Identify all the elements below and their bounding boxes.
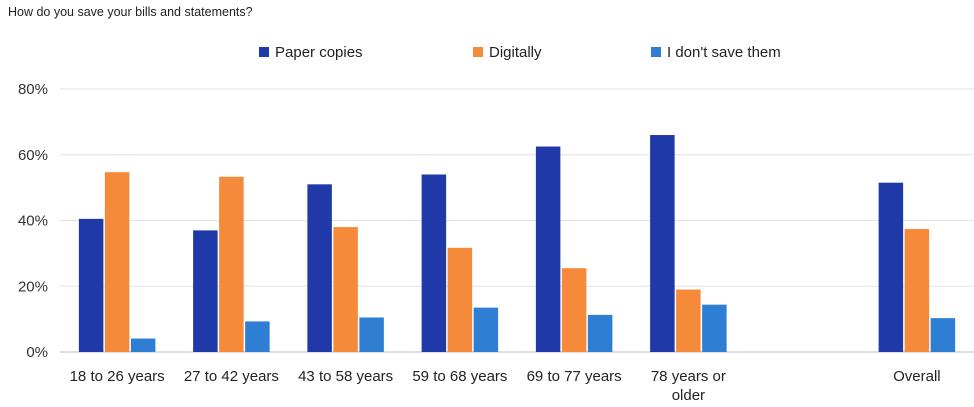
bar xyxy=(104,172,130,352)
x-tick-label: 78 years or xyxy=(651,368,726,385)
bar xyxy=(878,182,904,352)
bar xyxy=(193,230,218,352)
legend-label: Digitally xyxy=(489,44,542,61)
bars xyxy=(78,135,956,352)
x-tick-label: 18 to 26 years xyxy=(70,368,165,385)
y-axis-ticks: 0% 20% 40% 60% 80% xyxy=(18,81,48,361)
x-tick-label: older xyxy=(672,387,705,404)
legend-swatch xyxy=(259,47,269,57)
x-tick-label: 59 to 68 years xyxy=(412,368,507,385)
legend-swatch xyxy=(651,47,661,57)
y-tick-label: 0% xyxy=(26,344,48,361)
bar xyxy=(359,317,384,352)
x-tick-label: 43 to 58 years xyxy=(298,368,393,385)
bar xyxy=(219,176,244,352)
legend-swatch xyxy=(473,47,483,57)
chart-title: How do you save your bills and statement… xyxy=(8,5,253,19)
y-tick-label: 20% xyxy=(18,278,48,295)
x-tick-label: 69 to 77 years xyxy=(527,368,622,385)
bar xyxy=(650,135,675,352)
gridlines xyxy=(60,88,974,353)
bar xyxy=(587,314,613,352)
y-tick-label: 40% xyxy=(18,213,48,230)
bar xyxy=(307,184,332,352)
bar xyxy=(78,218,104,352)
x-axis-labels: 18 to 26 years 27 to 42 years 43 to 58 yea… xyxy=(70,368,941,404)
bar xyxy=(333,227,358,352)
y-tick-label: 80% xyxy=(18,81,48,98)
bar xyxy=(535,146,561,352)
bar xyxy=(702,304,727,352)
legend: Paper copies Digitally I don't save them xyxy=(259,44,781,61)
y-tick-label: 60% xyxy=(18,147,48,164)
bar xyxy=(676,289,701,352)
bar xyxy=(561,268,587,352)
x-tick-label: 27 to 42 years xyxy=(184,368,279,385)
x-tick-label: Overall xyxy=(893,368,941,385)
bar xyxy=(245,321,270,352)
legend-label: I don't save them xyxy=(667,44,781,61)
legend-label: Paper copies xyxy=(275,44,363,61)
bar xyxy=(473,307,499,352)
bar xyxy=(904,229,930,352)
bar xyxy=(930,318,956,352)
bar xyxy=(130,338,156,352)
bar xyxy=(447,247,473,352)
bar xyxy=(421,174,447,352)
